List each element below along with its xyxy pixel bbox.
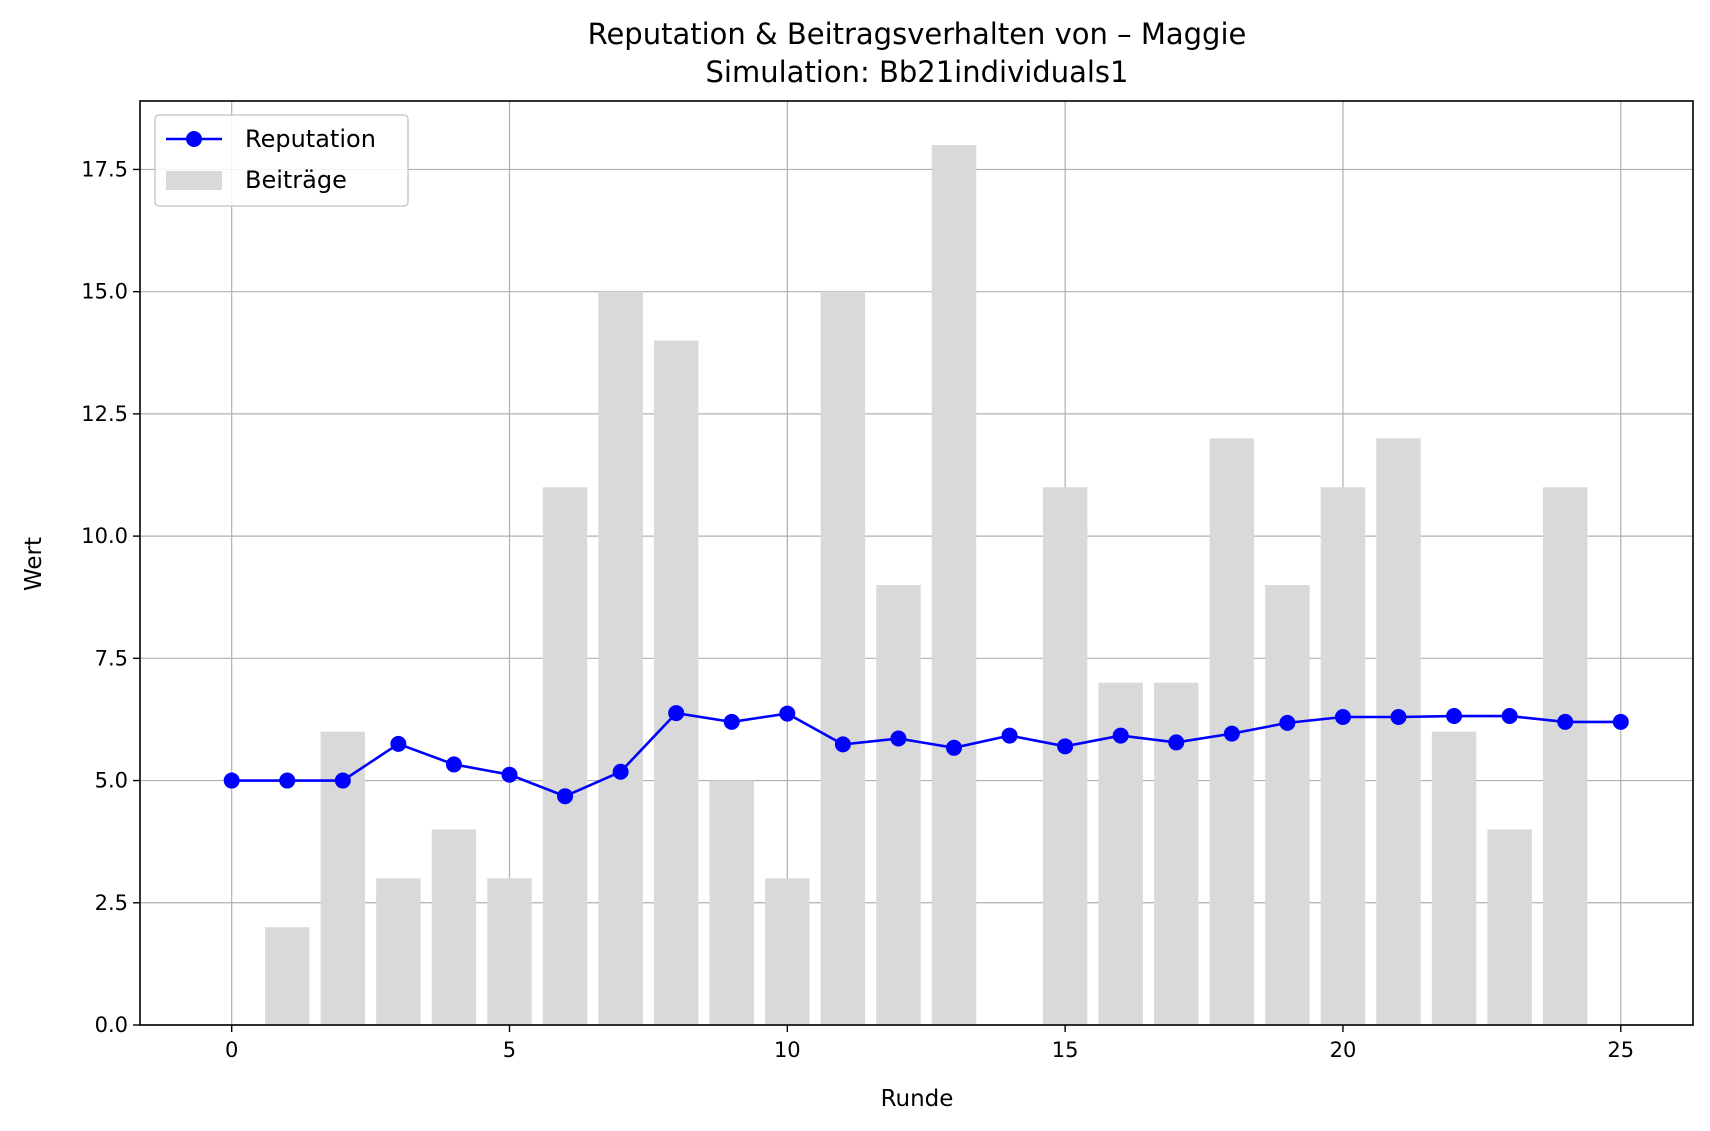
y-tick-label: 10.0: [81, 524, 128, 548]
bar-beitrag: [709, 780, 754, 1025]
y-axis-label: Wert: [21, 537, 47, 591]
reputation-point: [445, 756, 462, 773]
legend-reputation-marker: [186, 131, 202, 147]
reputation-point: [501, 766, 518, 783]
reputation-point: [1612, 713, 1629, 730]
reputation-line: [231, 711, 1621, 798]
bar-beitrag: [376, 878, 421, 1025]
reputation-point: [779, 705, 796, 722]
bar-beitrag: [265, 927, 310, 1025]
reputation-point: [834, 736, 851, 753]
x-axis-label: Runde: [881, 1086, 954, 1112]
bar-beitrag: [598, 291, 643, 1026]
reputation-point: [557, 788, 574, 805]
reputation-point: [1168, 734, 1185, 751]
reputation-point: [1557, 713, 1574, 730]
y-tick-label: 17.5: [81, 157, 128, 181]
reputation-point: [1057, 738, 1074, 755]
reputation-point: [1501, 708, 1518, 725]
bar-beitrag: [1431, 731, 1477, 1025]
reputation-point: [723, 713, 740, 730]
bar-beitrag: [1154, 682, 1199, 1025]
y-tick-label: 2.5: [95, 891, 128, 915]
reputation-point: [223, 772, 240, 789]
bar-beitrag: [487, 878, 532, 1025]
reputation-point: [612, 763, 629, 780]
reputation-point: [1390, 709, 1407, 725]
reputation-point: [1001, 727, 1018, 744]
reputation-point: [1112, 727, 1129, 744]
legend: Reputation Beiträge: [154, 114, 409, 207]
reputation-point: [1223, 725, 1240, 742]
reputation-point: [668, 705, 685, 722]
bar-beitrag: [1320, 487, 1366, 1025]
x-tick-label: 10: [774, 1038, 801, 1062]
chart-title: Reputation & Beitragsverhalten von – Mag…: [588, 17, 1247, 51]
y-tick-label: 0.0: [95, 1013, 128, 1037]
y-tick-label: 12.5: [81, 402, 128, 426]
legend-beitraege-swatch: [166, 171, 222, 190]
bar-beitrag: [1542, 487, 1588, 1025]
y-tick-label: 15.0: [81, 280, 128, 304]
bar-series-beitraege: [265, 145, 1588, 1026]
line-series-reputation: [223, 705, 1629, 805]
reputation-point: [390, 735, 407, 752]
bar-beitrag: [1376, 438, 1421, 1025]
bar-beitrag: [876, 585, 921, 1025]
x-tick-label: 5: [503, 1038, 516, 1062]
bar-beitrag: [542, 487, 588, 1025]
x-axis-ticks: 0 5 10 15 20 25: [225, 1025, 1634, 1062]
reputation-point: [890, 730, 907, 747]
bar-beitrag: [1265, 585, 1310, 1025]
reputation-point: [946, 739, 963, 756]
y-tick-label: 5.0: [95, 769, 128, 793]
reputation-point: [1334, 709, 1351, 725]
bar-beitrag: [820, 291, 866, 1026]
bar-beitrag: [431, 829, 477, 1025]
x-tick-label: 25: [1607, 1038, 1634, 1062]
bar-beitrag: [1487, 829, 1532, 1025]
bar-beitrag: [931, 145, 977, 1025]
legend-reputation-label: Reputation: [245, 125, 376, 153]
plot-frame: [139, 100, 1694, 1026]
reputation-point: [1446, 708, 1463, 725]
reputation-point: [279, 772, 296, 789]
chart-subtitle: Simulation: Bb21individuals1: [706, 55, 1129, 89]
x-tick-label: 15: [1052, 1038, 1079, 1062]
bar-beitrag: [653, 340, 699, 1025]
bar-beitrag: [1042, 487, 1088, 1025]
x-tick-label: 20: [1330, 1038, 1357, 1062]
bar-beitrag: [765, 878, 810, 1025]
grid-lines: [140, 101, 1693, 1026]
reputation-point: [1279, 714, 1296, 731]
y-tick-label: 7.5: [95, 646, 128, 670]
reputation-point: [334, 772, 351, 789]
legend-beitraege-label: Beiträge: [245, 166, 347, 194]
x-tick-label: 0: [225, 1038, 238, 1062]
y-axis-ticks: 0.0 2.5 5.0 7.5 10.0 12.5 15.0 17.5: [81, 157, 140, 1037]
